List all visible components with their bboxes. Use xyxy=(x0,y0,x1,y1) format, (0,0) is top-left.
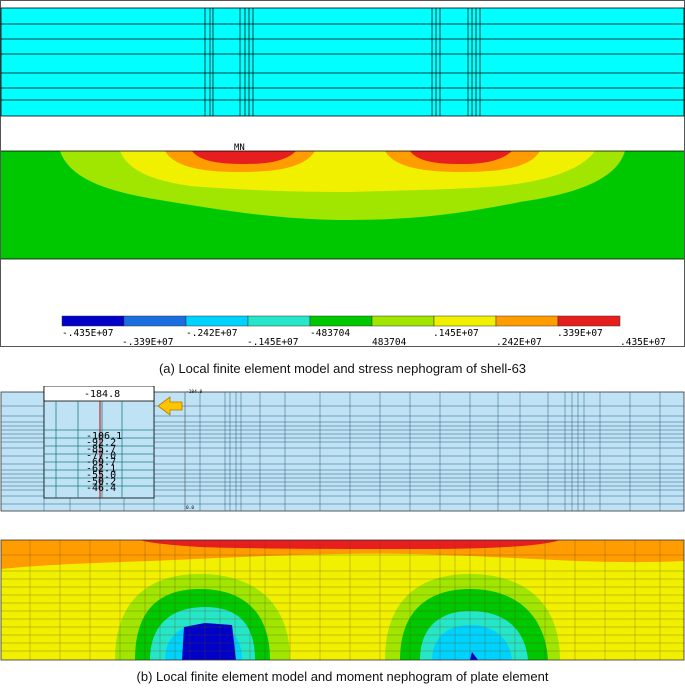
callout-value: -77.0 xyxy=(86,451,116,462)
legend-swatch xyxy=(61,315,125,327)
legend-label: -.435E+07 xyxy=(62,328,113,339)
legend-swatch xyxy=(185,315,249,327)
legend-swatch xyxy=(247,315,311,327)
legend-label: -483704 xyxy=(310,328,350,339)
callout-value: -106.1 xyxy=(86,431,122,442)
callout-value: -62.1 xyxy=(86,464,116,475)
shell-mesh-model xyxy=(0,7,685,117)
legend-swatch xyxy=(557,315,621,327)
legend-swatch xyxy=(309,315,373,327)
legend-label: -.339E+07 xyxy=(122,337,173,348)
caption-a: (a) Local finite element model and stres… xyxy=(158,361,527,376)
legend-label: .339E+07 xyxy=(557,328,603,339)
panel-b-contour-figure xyxy=(0,539,685,661)
moment-contour-nephogram xyxy=(0,539,685,661)
node-label: MN xyxy=(234,143,245,153)
callout-max-value: -184.8 xyxy=(84,389,120,400)
stress-contour-nephogram xyxy=(1,150,684,260)
callout-value: -92.2 xyxy=(86,438,116,449)
legend-top-labels: -.435E+07 -.242E+07 -483704 .145E+07 .33… xyxy=(62,328,603,339)
pointer-arrow-icon xyxy=(157,396,183,416)
legend-swatch xyxy=(495,315,559,327)
value-callout: -184.8 -106.1-92.2-85.7-77.0-69.7-62.1-5… xyxy=(43,386,155,499)
legend-bottom-labels: -.339E+07 -.145E+07 483704 .242E+07 .435… xyxy=(122,337,666,348)
stress-legend xyxy=(61,315,621,327)
callout-value: -46.4 xyxy=(86,483,116,494)
legend-label: 483704 xyxy=(372,337,407,348)
legend-swatch xyxy=(371,315,435,327)
legend-label: .145E+07 xyxy=(433,328,479,339)
legend-swatch xyxy=(123,315,187,327)
legend-label: .435E+07 xyxy=(620,337,666,348)
tiny-top-value: -184.8 xyxy=(186,389,203,395)
tiny-bottom-value: 0.0 xyxy=(186,505,194,511)
callout-value: -50.2 xyxy=(86,477,116,488)
panel-a-figure: MN -.435E+07 -.242E+07 -483704 .145E+07 … xyxy=(0,0,685,348)
tiny-value-column: -184.8 0.0 xyxy=(184,389,203,511)
callout-value: -55.0 xyxy=(86,470,116,481)
callout-value: -69.7 xyxy=(86,457,116,468)
panel-b-mesh-figure: -184.8 -106.1-92.2-85.7-77.0-69.7-62.1-5… xyxy=(0,386,685,512)
callout-value: -85.7 xyxy=(86,444,116,455)
legend-label: -.145E+07 xyxy=(247,337,298,348)
legend-label: .242E+07 xyxy=(496,337,542,348)
legend-label: -.242E+07 xyxy=(186,328,237,339)
caption-b: (b) Local finite element model and momen… xyxy=(136,669,549,684)
legend-swatch xyxy=(433,315,497,327)
